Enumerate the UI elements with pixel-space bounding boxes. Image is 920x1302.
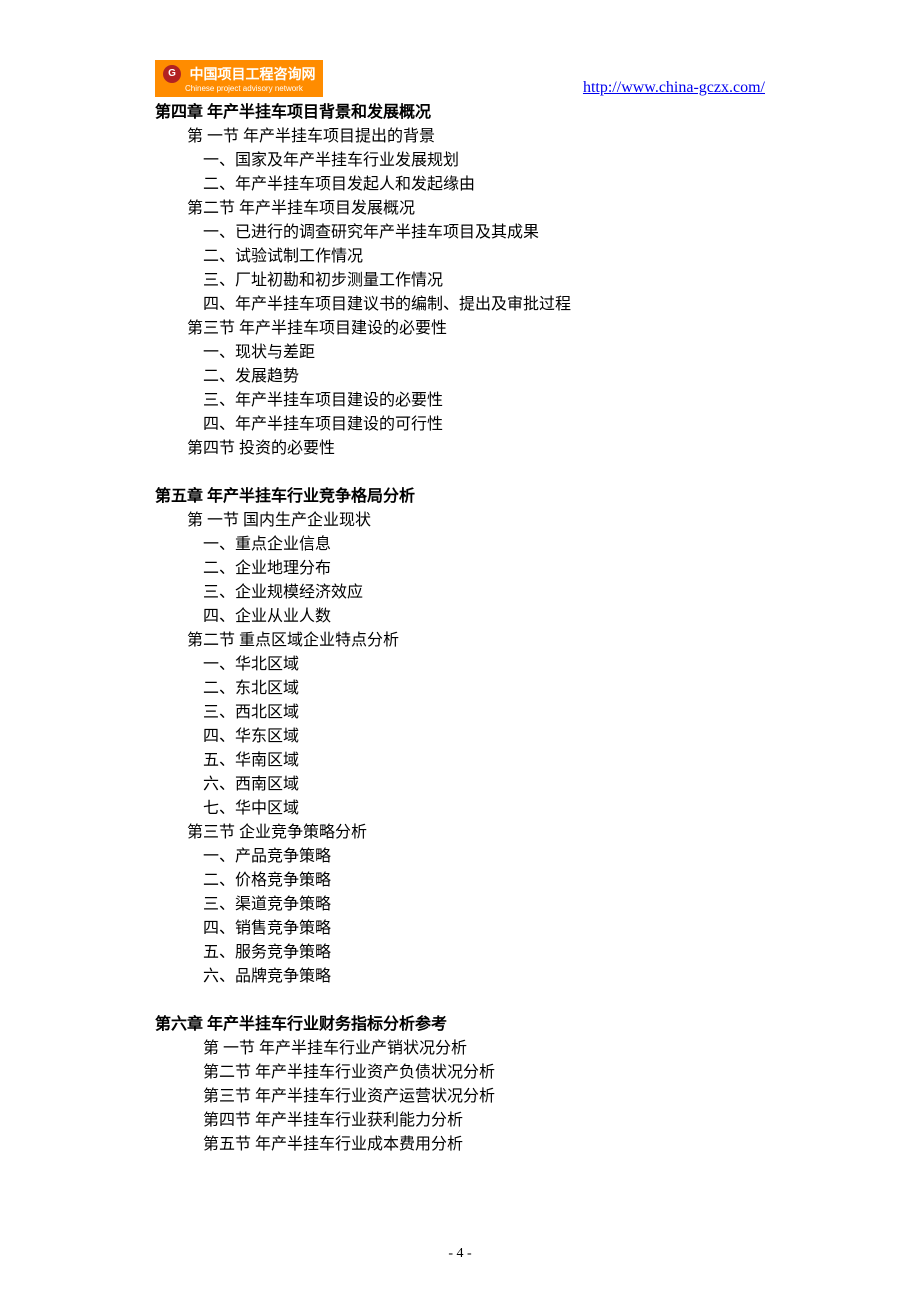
list-item: 二、年产半挂车项目发起人和发起缘由 (203, 173, 765, 197)
logo-icon: G (163, 65, 181, 83)
list-item: 一、重点企业信息 (203, 533, 765, 557)
list-item: 三、西北区域 (203, 701, 765, 725)
list-item: 四、华东区域 (203, 725, 765, 749)
list-item: 三、企业规模经济效应 (203, 581, 765, 605)
list-item: 四、销售竞争策略 (203, 917, 765, 941)
list-item: 七、华中区域 (203, 797, 765, 821)
section-title: 第 一节 国内生产企业现状 (187, 509, 765, 533)
list-item: 一、产品竞争策略 (203, 845, 765, 869)
list-item: 六、西南区域 (203, 773, 765, 797)
list-item: 一、国家及年产半挂车行业发展规划 (203, 149, 765, 173)
list-item: 四、年产半挂车项目建议书的编制、提出及审批过程 (203, 293, 765, 317)
list-item: 四、年产半挂车项目建设的可行性 (203, 413, 765, 437)
sub-section-title: 第二节 年产半挂车行业资产负债状况分析 (203, 1061, 765, 1085)
chapter-title: 第六章 年产半挂车行业财务指标分析参考 (155, 1013, 765, 1037)
list-item: 五、华南区域 (203, 749, 765, 773)
list-item: 五、服务竞争策略 (203, 941, 765, 965)
list-item: 三、渠道竞争策略 (203, 893, 765, 917)
list-item: 六、品牌竞争策略 (203, 965, 765, 989)
section-title: 第二节 重点区域企业特点分析 (187, 629, 765, 653)
chapter-title: 第五章 年产半挂车行业竞争格局分析 (155, 485, 765, 509)
section-title: 第四节 投资的必要性 (187, 437, 765, 461)
sub-section-title: 第 一节 年产半挂车行业产销状况分析 (203, 1037, 765, 1061)
list-item: 三、厂址初勘和初步测量工作情况 (203, 269, 765, 293)
chapter-title: 第四章 年产半挂车项目背景和发展概况 (155, 101, 765, 125)
sub-section-title: 第四节 年产半挂车行业获利能力分析 (203, 1109, 765, 1133)
chapter: 第五章 年产半挂车行业竞争格局分析第 一节 国内生产企业现状一、重点企业信息二、… (155, 485, 765, 989)
document-content: 第四章 年产半挂车项目背景和发展概况第 一节 年产半挂车项目提出的背景一、国家及… (155, 101, 765, 1157)
logo-banner: G 中国项目工程咨询网 Chinese project advisory net… (155, 60, 323, 97)
section-title: 第 一节 年产半挂车项目提出的背景 (187, 125, 765, 149)
section-title: 第二节 年产半挂车项目发展概况 (187, 197, 765, 221)
page-number: - 4 - (0, 1246, 920, 1262)
chapter: 第六章 年产半挂车行业财务指标分析参考第 一节 年产半挂车行业产销状况分析第二节… (155, 1013, 765, 1157)
sub-section-title: 第三节 年产半挂车行业资产运营状况分析 (203, 1085, 765, 1109)
list-item: 一、现状与差距 (203, 341, 765, 365)
list-item: 一、华北区域 (203, 653, 765, 677)
chapter: 第四章 年产半挂车项目背景和发展概况第 一节 年产半挂车项目提出的背景一、国家及… (155, 101, 765, 461)
list-item: 二、价格竞争策略 (203, 869, 765, 893)
list-item: 四、企业从业人数 (203, 605, 765, 629)
header-url-link[interactable]: http://www.china-gczx.com/ (583, 79, 765, 96)
section-title: 第三节 企业竞争策略分析 (187, 821, 765, 845)
logo-text-cn: 中国项目工程咨询网 (189, 66, 315, 82)
list-item: 二、发展趋势 (203, 365, 765, 389)
document-page: G 中国项目工程咨询网 Chinese project advisory net… (0, 0, 920, 1157)
list-item: 一、已进行的调查研究年产半挂车项目及其成果 (203, 221, 765, 245)
list-item: 二、东北区域 (203, 677, 765, 701)
list-item: 二、企业地理分布 (203, 557, 765, 581)
list-item: 三、年产半挂车项目建设的必要性 (203, 389, 765, 413)
section-title: 第三节 年产半挂车项目建设的必要性 (187, 317, 765, 341)
list-item: 二、试验试制工作情况 (203, 245, 765, 269)
logo-text-en: Chinese project advisory network (185, 84, 315, 93)
sub-section-title: 第五节 年产半挂车行业成本费用分析 (203, 1133, 765, 1157)
